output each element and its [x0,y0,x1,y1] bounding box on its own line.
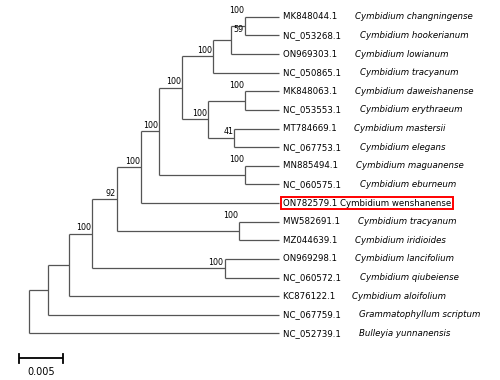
Text: Cymbidium hookerianum: Cymbidium hookerianum [360,31,469,40]
Text: NC_067753.1: NC_067753.1 [283,142,344,152]
Text: 100: 100 [229,6,244,15]
Text: 100: 100 [229,155,244,164]
Text: Cymbidium eburneum: Cymbidium eburneum [360,180,456,189]
Text: Cymbidium changningense: Cymbidium changningense [355,12,472,21]
Text: ON782579.1 Cymbidium wenshanense: ON782579.1 Cymbidium wenshanense [283,198,451,207]
Text: MN885494.1: MN885494.1 [283,161,341,170]
Text: Cymbidium mastersii: Cymbidium mastersii [354,124,446,133]
Text: Grammatophyllum scriptum: Grammatophyllum scriptum [360,310,481,319]
Text: NC_060575.1: NC_060575.1 [283,180,344,189]
Text: Cymbidium lancifolium: Cymbidium lancifolium [354,254,454,263]
Text: Cymbidium tracyanum: Cymbidium tracyanum [358,217,457,226]
Text: 100: 100 [125,157,140,166]
Text: Cymbidium iridioides: Cymbidium iridioides [355,236,446,245]
Text: 100: 100 [208,258,224,267]
Text: KC876122.1: KC876122.1 [283,291,338,301]
Text: Cymbidium qiubeiense: Cymbidium qiubeiense [360,273,458,282]
Text: 0.005: 0.005 [27,367,54,377]
Text: 100: 100 [76,223,91,232]
Text: MT784669.1: MT784669.1 [283,124,340,133]
Text: Cymbidium aloifolium: Cymbidium aloifolium [352,291,446,301]
Text: ON969298.1: ON969298.1 [283,254,340,263]
Text: Cymbidium erythraeum: Cymbidium erythraeum [360,105,462,114]
Text: 100: 100 [223,211,238,220]
Text: Cymbidium tracyanum: Cymbidium tracyanum [360,68,458,77]
Text: NC_050865.1: NC_050865.1 [283,68,344,77]
Text: MK848044.1: MK848044.1 [283,12,340,21]
Text: NC_052739.1: NC_052739.1 [283,329,344,338]
Text: MK848063.1: MK848063.1 [283,87,340,96]
Text: Cymbidium maguanense: Cymbidium maguanense [356,161,464,170]
Text: 100: 100 [229,81,244,90]
Text: 92: 92 [106,188,116,198]
Text: NC_067759.1: NC_067759.1 [283,310,344,319]
Text: Cymbidium lowianum: Cymbidium lowianum [354,49,448,59]
Text: NC_060572.1: NC_060572.1 [283,273,344,282]
Text: ON969303.1: ON969303.1 [283,49,340,59]
Text: Cymbidium daweishanense: Cymbidium daweishanense [355,87,474,96]
Text: MZ044639.1: MZ044639.1 [283,236,340,245]
Text: MW582691.1: MW582691.1 [283,217,343,226]
Text: 100: 100 [198,46,212,55]
Text: Cymbidium elegans: Cymbidium elegans [360,142,445,152]
Text: 100: 100 [166,78,182,86]
Text: 59: 59 [234,25,244,34]
Text: 100: 100 [144,121,158,130]
Text: NC_053553.1: NC_053553.1 [283,105,344,114]
Text: 41: 41 [224,127,234,136]
Text: 100: 100 [192,109,208,118]
Text: Bulleyia yunnanensis: Bulleyia yunnanensis [360,329,451,338]
Text: NC_053268.1: NC_053268.1 [283,31,344,40]
